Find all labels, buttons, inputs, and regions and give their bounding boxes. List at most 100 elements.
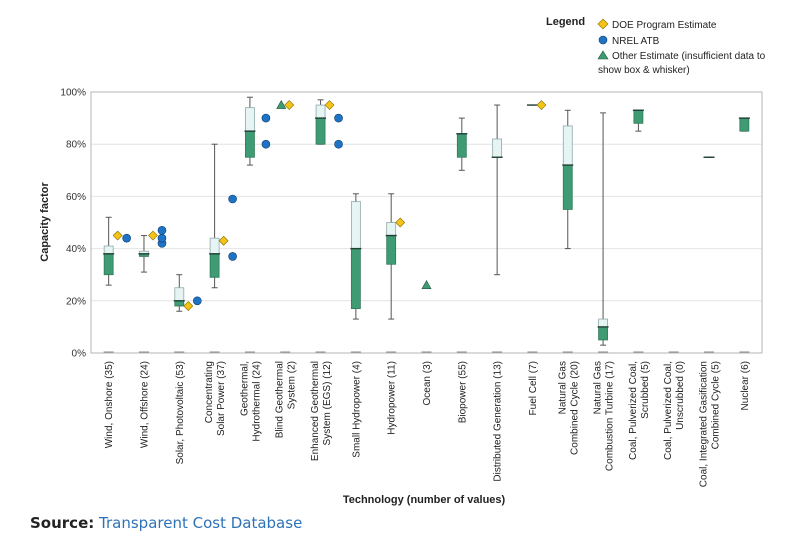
x-tick-label: Natural Gas Combustion Turbine (17)	[593, 361, 616, 471]
nrel-atb-marker	[261, 139, 271, 149]
source-credit: Source: Transparent Cost Database	[30, 514, 302, 532]
box-upper	[315, 104, 326, 119]
doe-estimate-marker	[112, 230, 123, 241]
nrel-atb-marker	[157, 226, 167, 235]
box-lower	[315, 117, 326, 145]
box-upper	[386, 222, 397, 236]
doe-estimate-marker	[183, 301, 194, 311]
x-axis-label: Technology (number of values)	[343, 494, 506, 506]
box-upper	[103, 245, 114, 255]
x-tick-label-line: Solar, Photovoltaic (53)	[175, 361, 186, 464]
legend-marker-diamond	[597, 18, 609, 30]
legend-item-other-line2: show box & whisker)	[598, 65, 690, 76]
x-tick-label: Solar, Photovoltaic (53)	[175, 361, 186, 464]
gridlines	[91, 143, 762, 302]
y-axis-ticks: 0% 20% 40% 60% 80% 100%	[60, 88, 86, 360]
legend-item-other: Other Estimate (insufficient data to	[612, 51, 766, 62]
nrel-atb-marker	[192, 296, 202, 306]
legend: Legend DOE Program Estimate NREL ATB Oth…	[546, 16, 766, 76]
x-tick-label-line: Ocean (3)	[422, 361, 433, 405]
x-tick-label-line: Unscrubbed (0)	[675, 361, 686, 430]
x-tick-label-line: Coal, Integrated Gasification	[699, 361, 710, 487]
x-tick-label-line: Combined Cycle (5)	[711, 361, 722, 449]
x-tick-label-line: Natural Gas	[593, 361, 604, 414]
x-tick-label: Natural Gas Combined Cycle (20)	[557, 361, 580, 455]
box-lower	[598, 326, 608, 341]
source-label: Source:	[30, 514, 95, 532]
box-upper	[598, 318, 608, 328]
x-tick-label-line: Natural Gas	[557, 361, 568, 414]
legend-item-nrel: NREL ATB	[612, 36, 660, 47]
x-tick-label: Coal, Pulverized Coal, Scrubbed (5)	[628, 361, 651, 460]
nrel-atb-marker	[122, 233, 131, 243]
doe-estimate-marker	[395, 217, 406, 228]
doe-estimate-marker	[284, 100, 295, 110]
x-tick-label-line: Wind, Offshore (24)	[139, 361, 150, 448]
estimate-markers	[112, 99, 547, 311]
x-tick-label-line: Fuel Cell (7)	[528, 361, 539, 415]
nrel-atb-marker	[228, 252, 237, 261]
x-tick-label: Blind Geothermal System (2)	[275, 361, 298, 438]
x-tick-label: Ocean (3)	[422, 361, 433, 405]
box-upper	[562, 125, 573, 166]
nrel-atb-marker	[157, 233, 167, 243]
box-upper	[245, 107, 255, 132]
box-upper	[350, 201, 361, 249]
legend-title: Legend	[546, 16, 585, 28]
box-upper	[492, 138, 503, 158]
x-tick-label-line: Solar Power (37)	[216, 361, 227, 436]
x-tick-label: Fuel Cell (7)	[528, 361, 539, 415]
x-tick-label-line: System (2)	[287, 361, 298, 409]
legend-marker-circle	[598, 35, 608, 45]
x-tick-label-line: Geothermal,	[239, 361, 250, 416]
box-lower	[386, 235, 397, 265]
box-lower	[739, 117, 750, 132]
x-tick-label-line: Enhanced Geothermal	[310, 361, 321, 461]
source-link[interactable]: Transparent Cost Database	[99, 514, 303, 532]
y-tick-label: 80%	[66, 140, 86, 151]
x-tick-label-line: Scrubbed (5)	[640, 361, 651, 419]
x-tick-label: Wind, Offshore (24)	[139, 361, 150, 448]
box-lower	[350, 248, 361, 310]
box-lower	[209, 253, 220, 278]
x-axis-category-labels: Wind, Onshore (35) Wind, Offshore (24) Sol…	[104, 361, 751, 487]
x-tick-label-line: Small Hydropower (4)	[351, 361, 362, 458]
box-lower	[174, 300, 185, 307]
box-lower	[245, 130, 255, 158]
x-tick-label-line: Combustion Turbine (17)	[605, 361, 616, 471]
x-tick-label: Concentrating Solar Power (37)	[204, 361, 227, 436]
nrel-atb-marker	[334, 139, 343, 149]
x-tick-label-line: Blind Geothermal	[275, 361, 286, 438]
x-tick-label: Geothermal, Hydrothermal (24)	[239, 361, 262, 442]
other-estimate-marker	[421, 280, 432, 289]
box-upper	[174, 287, 185, 302]
legend-marker-triangle	[597, 50, 609, 60]
y-tick-label: 0%	[72, 349, 87, 360]
x-tick-label: Coal, Pulverized Coal, Unscrubbed (0)	[663, 361, 686, 460]
x-tick-label-line: Hydropower (11)	[387, 361, 398, 435]
nrel-atb-marker	[261, 113, 271, 123]
x-tick-label-line: Distributed Generation (13)	[493, 361, 504, 482]
x-tick-label: Wind, Onshore (35)	[104, 361, 115, 448]
x-tick-label-line: Wind, Onshore (35)	[104, 361, 115, 448]
box-lower	[633, 109, 644, 124]
x-tick-label-line: Coal, Pulverized Coal,	[663, 361, 674, 460]
box-lower	[103, 253, 114, 276]
doe-estimate-marker	[324, 100, 335, 110]
y-axis-label: Capacity factor	[39, 182, 51, 262]
doe-estimate-marker	[148, 230, 158, 241]
y-tick-label: 40%	[66, 244, 86, 255]
x-tick-label: Biopower (55)	[457, 361, 468, 423]
x-tick-label-line: Nuclear (6)	[740, 361, 751, 410]
plot-area	[90, 91, 763, 354]
x-tick-label-line: Hydrothermal (24)	[251, 361, 262, 442]
box-plots	[103, 96, 750, 353]
x-tick-label-line: System (EGS) (12)	[322, 361, 333, 445]
box-lower	[456, 133, 467, 158]
x-tick-label-line: Coal, Pulverized Coal,	[628, 361, 639, 460]
x-tick-label-line: Concentrating	[204, 361, 215, 423]
x-tick-label: Distributed Generation (13)	[493, 361, 504, 482]
x-tick-label-line: Biopower (55)	[457, 361, 468, 423]
nrel-atb-marker	[334, 113, 343, 123]
